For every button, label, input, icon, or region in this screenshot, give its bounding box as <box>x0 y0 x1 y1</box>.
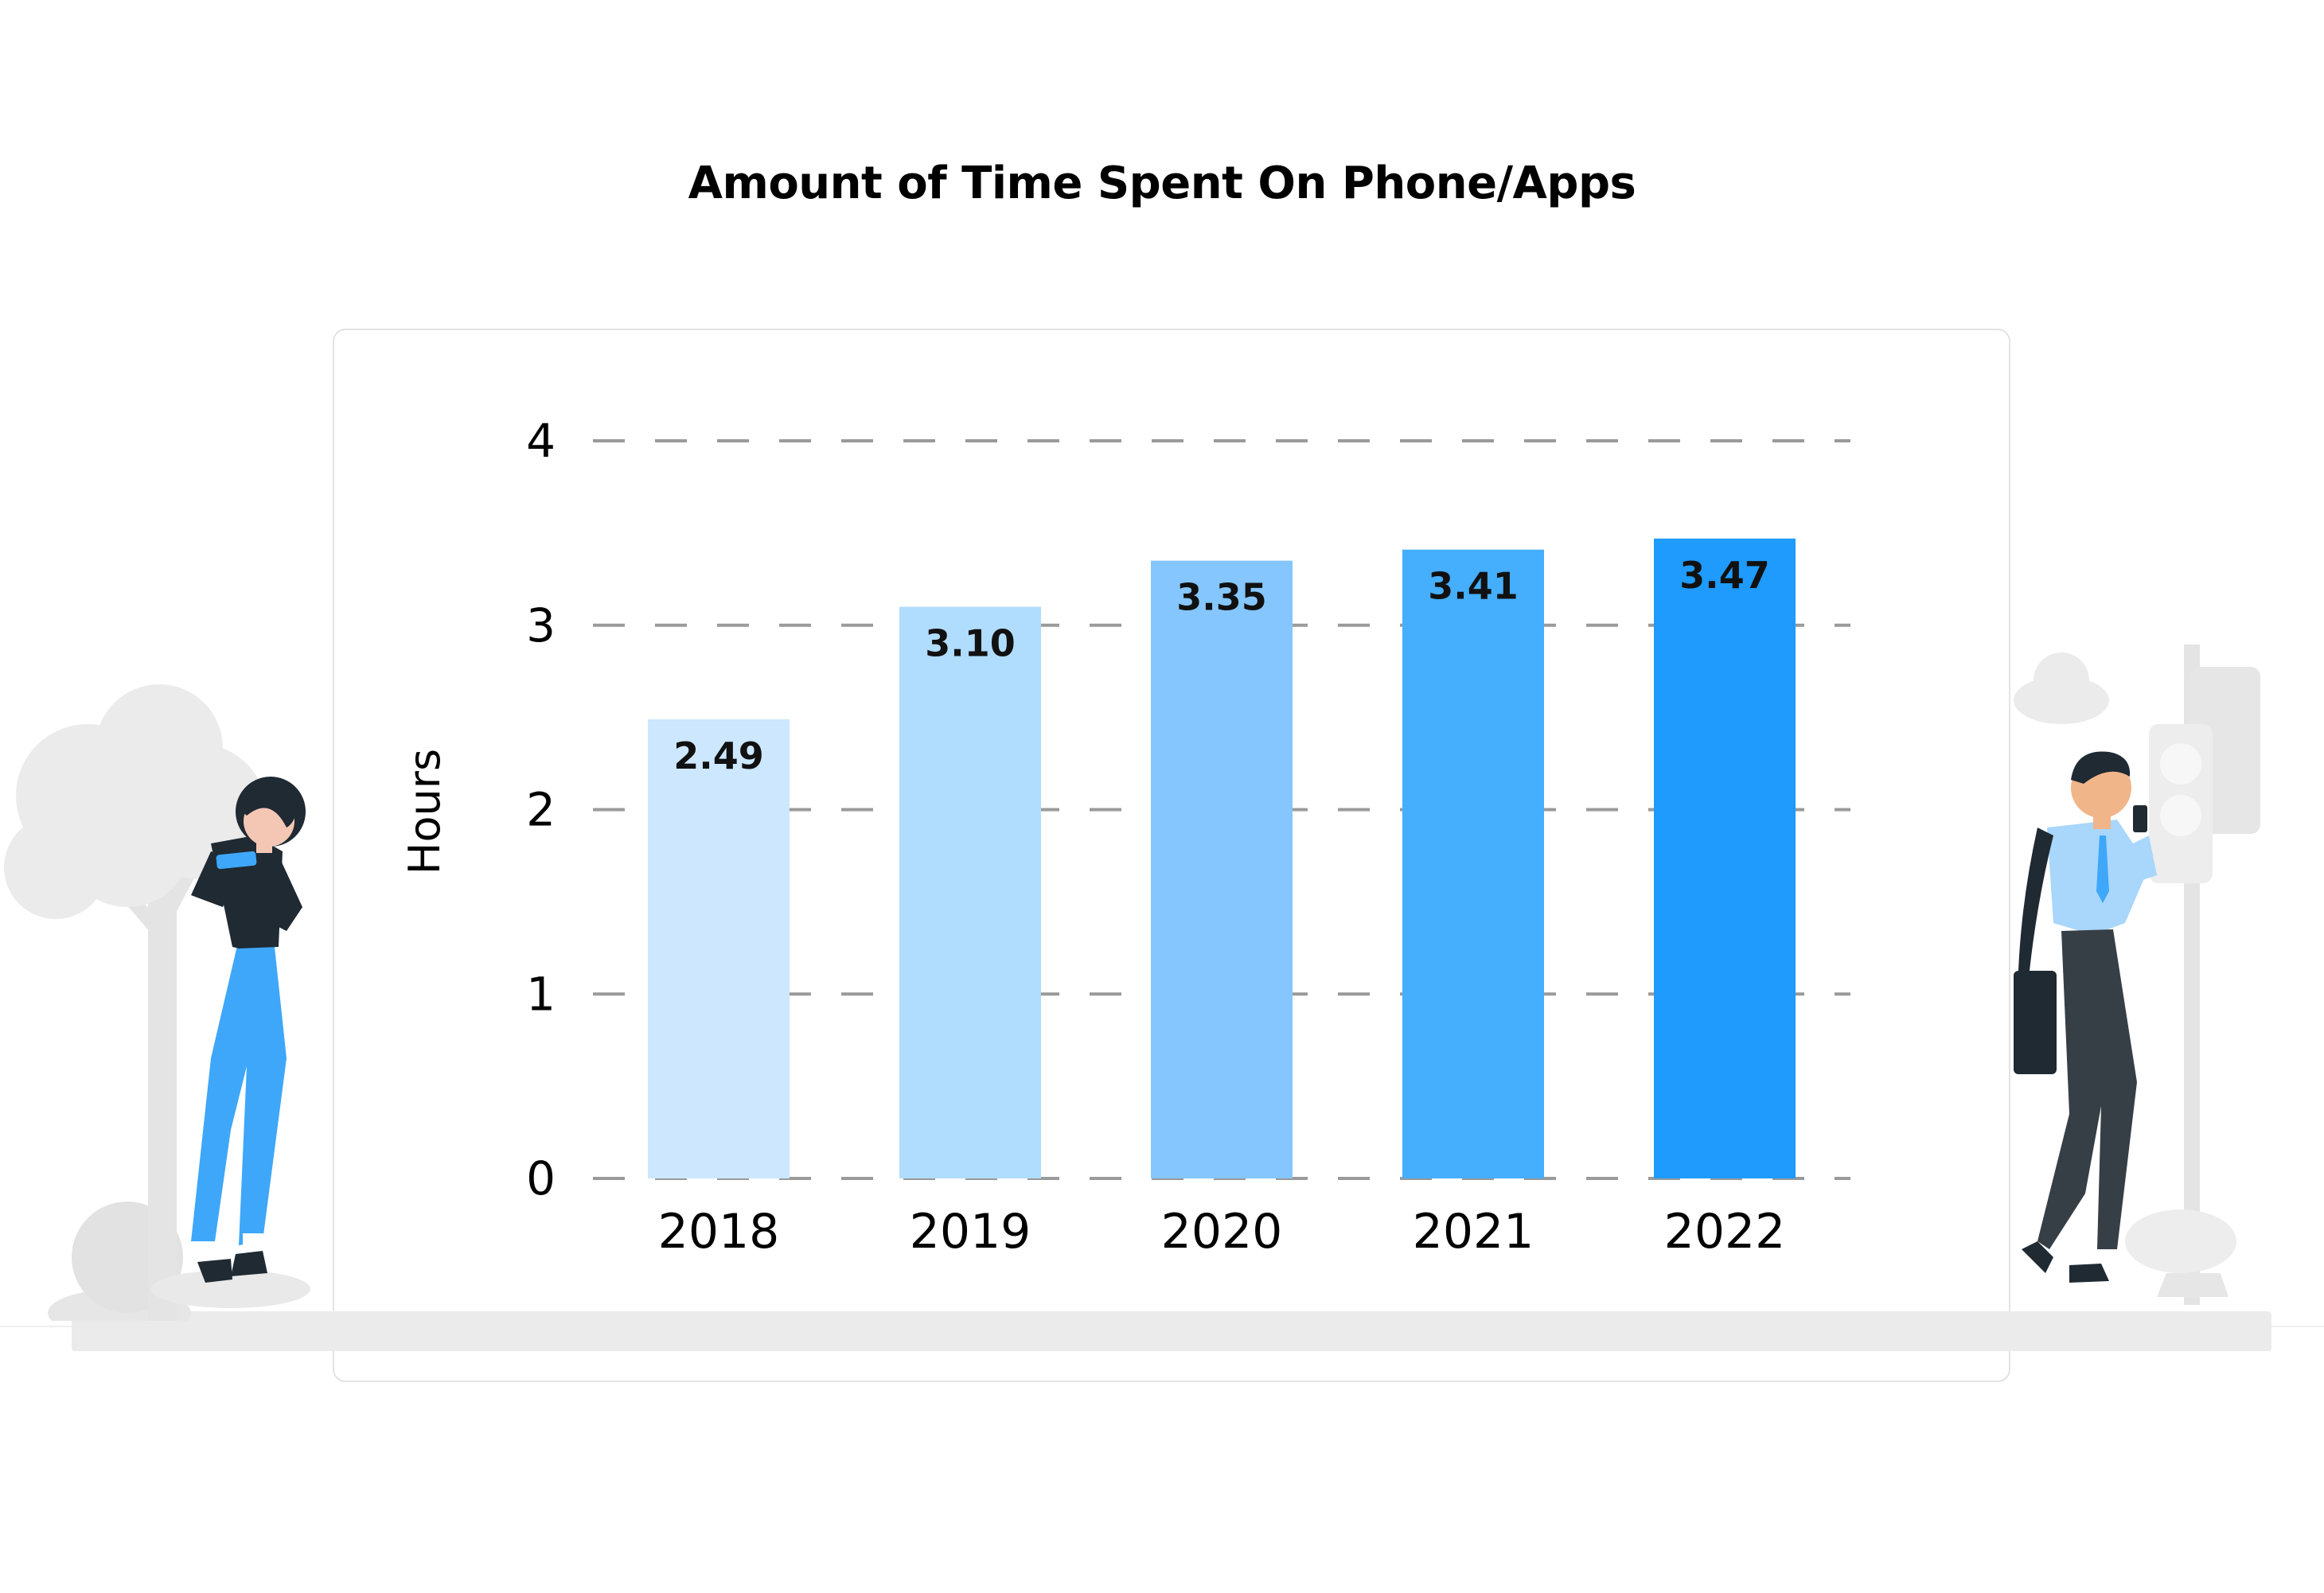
y-tick-label: 3 <box>526 598 556 652</box>
x-tick-label: 2022 <box>1664 1204 1786 1260</box>
x-tick-label: 2019 <box>910 1204 1031 1260</box>
x-tick-label: 2020 <box>1161 1204 1283 1260</box>
man-illustration <box>2014 645 2260 1305</box>
bar-2020 <box>1151 560 1293 1178</box>
bar-value-label: 3.10 <box>925 622 1016 665</box>
bar-2019 <box>899 606 1041 1178</box>
y-tick-label: 0 <box>526 1151 556 1205</box>
x-tick-label: 2021 <box>1413 1204 1534 1260</box>
x-tick-label: 2018 <box>658 1204 780 1260</box>
bar-value-label: 2.49 <box>673 734 764 777</box>
bar-2021 <box>1402 549 1544 1178</box>
bar-value-label: 3.47 <box>1679 554 1770 597</box>
ground-platform <box>72 1311 2271 1351</box>
bar-value-label: 3.41 <box>1428 565 1519 608</box>
bar-value-label: 3.35 <box>1176 576 1267 619</box>
y-tick-label: 4 <box>526 414 556 468</box>
man-figure-icon <box>2014 751 2157 1283</box>
chart-title: Amount of Time Spent On Phone/Apps <box>688 158 1636 209</box>
bar-2022 <box>1654 538 1796 1178</box>
y-tick-label: 2 <box>526 783 556 837</box>
cloud-icon <box>2014 652 2109 724</box>
bar-2018 <box>648 719 790 1178</box>
y-tick-label: 1 <box>526 967 556 1021</box>
y-axis-label: Hours <box>400 749 450 874</box>
woman-illustration <box>4 684 310 1321</box>
traffic-light-icon <box>2125 645 2260 1305</box>
woman-figure-icon <box>191 777 306 1283</box>
